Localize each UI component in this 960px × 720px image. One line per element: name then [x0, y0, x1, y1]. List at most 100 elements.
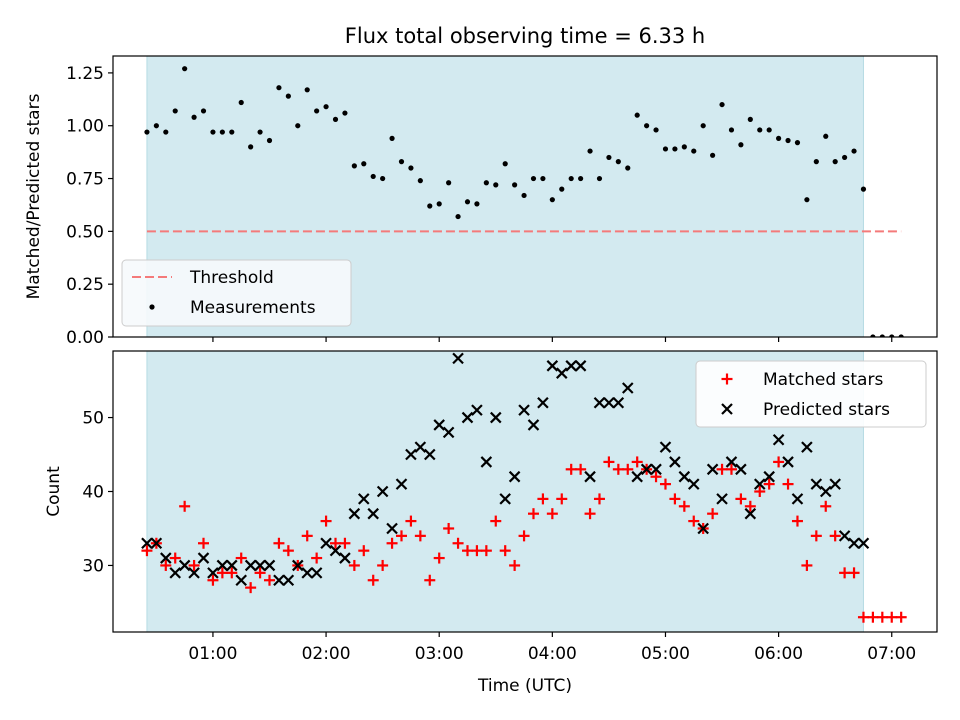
data-point	[728, 127, 735, 133]
data-point	[870, 334, 876, 337]
data-point	[785, 137, 791, 144]
data-point	[339, 552, 351, 564]
data-point	[332, 116, 339, 122]
y-tick-label: 1.25	[66, 64, 104, 84]
data-point	[395, 530, 407, 542]
data-point	[546, 360, 559, 372]
data-point	[556, 493, 568, 505]
data-point	[160, 559, 172, 571]
data-point	[540, 175, 546, 182]
data-point	[474, 201, 480, 207]
data-point	[329, 537, 341, 549]
data-point	[766, 127, 772, 133]
data-point	[659, 441, 672, 453]
data-point	[889, 334, 895, 337]
data-point	[537, 493, 549, 505]
y-tick-label: 0.00	[66, 328, 104, 348]
data-point	[248, 144, 254, 150]
data-point	[521, 192, 527, 199]
data-point	[282, 545, 294, 557]
data-point	[273, 537, 285, 549]
data-point	[502, 161, 508, 167]
data-point	[141, 545, 153, 557]
data-point	[851, 148, 857, 154]
data-point	[358, 545, 370, 557]
data-point	[264, 574, 276, 586]
data-point	[405, 515, 417, 527]
data-point	[245, 582, 257, 594]
legend-label: Measurements	[190, 298, 316, 318]
data-point	[700, 123, 706, 129]
data-point	[455, 213, 461, 220]
data-point	[339, 537, 351, 549]
data-point	[348, 559, 360, 571]
data-point	[574, 360, 587, 372]
data-point	[342, 110, 348, 116]
data-point	[386, 522, 398, 535]
data-point	[314, 108, 320, 114]
data-point	[493, 182, 499, 188]
data-point	[763, 478, 775, 490]
data-point	[361, 161, 367, 167]
data-point	[386, 537, 398, 549]
y-tick-label: 1.00	[66, 117, 104, 137]
series-predicted-stars	[141, 352, 870, 587]
data-point	[886, 611, 898, 623]
data-point	[716, 493, 728, 505]
data-point	[389, 135, 395, 141]
data-point	[634, 112, 640, 118]
data-point	[292, 559, 304, 572]
data-point	[207, 574, 219, 586]
data-point	[867, 611, 879, 623]
data-point	[414, 441, 427, 453]
data-point	[810, 478, 823, 490]
data-point	[348, 507, 361, 520]
data-point	[707, 508, 719, 520]
data-point	[650, 463, 662, 476]
data-point	[320, 537, 332, 550]
data-point	[568, 175, 574, 182]
data-point	[179, 500, 191, 512]
data-point	[546, 508, 558, 520]
x-tick-label: 02:00	[302, 644, 351, 664]
data-point	[725, 463, 737, 475]
data-point	[427, 203, 433, 209]
data-point	[650, 471, 662, 483]
data-point	[380, 175, 386, 182]
data-point	[263, 559, 276, 572]
y-tick-label: 40	[82, 483, 104, 503]
data-point	[266, 137, 273, 144]
data-point	[178, 559, 191, 572]
series-matched-stars	[141, 456, 907, 623]
data-point	[653, 127, 659, 133]
y-axis-label: Matched/Predicted stars	[24, 93, 44, 299]
data-point	[301, 567, 313, 579]
data-point	[662, 146, 669, 152]
data-point	[509, 559, 521, 571]
data-point	[191, 114, 197, 120]
data-point	[710, 152, 716, 158]
data-point	[235, 552, 247, 564]
data-point	[169, 567, 182, 579]
data-point	[273, 574, 285, 587]
x-axis-label: Time (UTC)	[477, 676, 572, 696]
data-point	[527, 508, 539, 520]
data-point	[725, 456, 738, 468]
data-point	[612, 463, 624, 475]
data-point	[687, 478, 700, 490]
data-point	[512, 182, 518, 188]
data-point	[603, 456, 615, 468]
data-point	[471, 404, 483, 416]
x-tick-label: 04:00	[528, 644, 577, 664]
data-point	[606, 154, 612, 161]
axes-frame	[112, 55, 938, 338]
y-axis-label: Count	[44, 466, 64, 517]
data-point	[358, 493, 370, 505]
data-point	[216, 567, 228, 579]
data-point	[499, 545, 511, 557]
data-point	[644, 123, 650, 129]
data-point	[804, 197, 810, 203]
data-point	[442, 426, 455, 439]
data-point	[244, 559, 257, 572]
